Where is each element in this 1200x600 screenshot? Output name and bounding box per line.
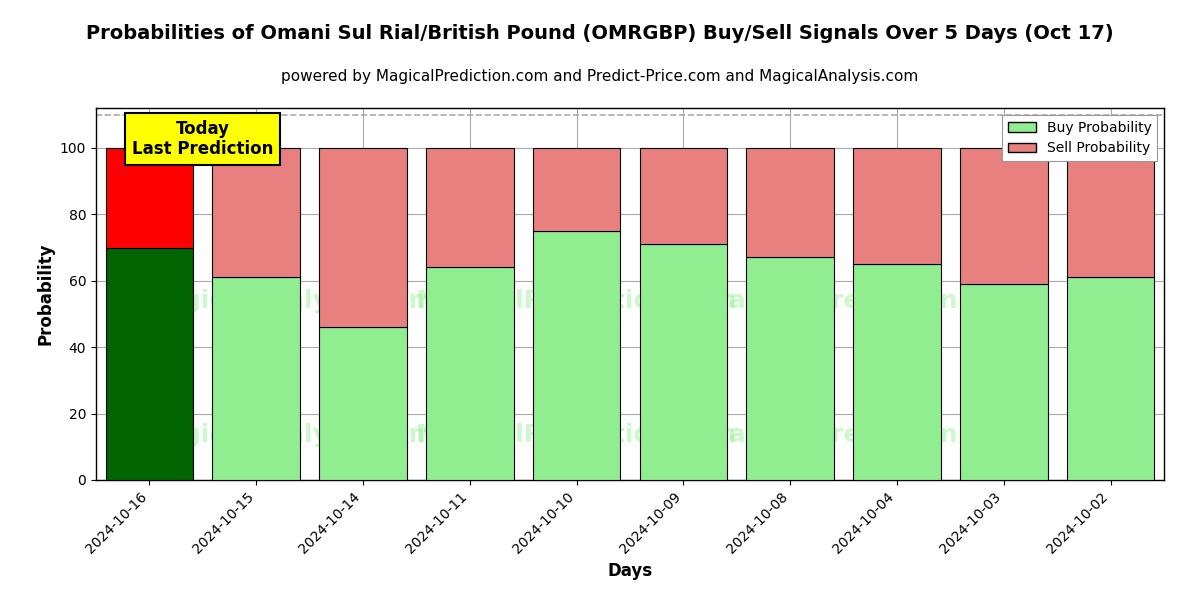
Text: Probabilities of Omani Sul Rial/British Pound (OMRGBP) Buy/Sell Signals Over 5 D: Probabilities of Omani Sul Rial/British … [86,24,1114,43]
Legend: Buy Probability, Sell Probability: Buy Probability, Sell Probability [1002,115,1157,161]
Bar [319,148,407,327]
Text: MagicalPrediction.com: MagicalPrediction.com [704,424,1026,448]
Bar [533,148,620,231]
Bar [960,148,1048,284]
Bar [853,264,941,480]
Bar [853,148,941,264]
Bar [1067,148,1154,277]
Bar [1067,277,1154,480]
Text: powered by MagicalPrediction.com and Predict-Price.com and MagicalAnalysis.com: powered by MagicalPrediction.com and Pre… [281,69,919,84]
X-axis label: Days: Days [607,562,653,580]
Bar [640,244,727,480]
Text: MagicalAnalysis.com: MagicalAnalysis.com [142,289,436,313]
Bar [212,148,300,277]
Bar [106,248,193,480]
Bar [106,148,193,248]
Bar [746,257,834,480]
Bar [426,268,514,480]
Text: Today
Last Prediction: Today Last Prediction [132,119,274,158]
Bar [746,148,834,257]
Y-axis label: Probability: Probability [36,243,54,345]
Bar [426,148,514,268]
Text: MagicalPrediction.com: MagicalPrediction.com [416,289,737,313]
Text: MagicalPrediction.com: MagicalPrediction.com [416,424,737,448]
Bar [960,284,1048,480]
Bar [319,327,407,480]
Text: MagicalAnalysis.com: MagicalAnalysis.com [142,424,436,448]
Text: MagicalPrediction.com: MagicalPrediction.com [704,289,1026,313]
Bar [533,231,620,480]
Bar [212,277,300,480]
Bar [640,148,727,244]
